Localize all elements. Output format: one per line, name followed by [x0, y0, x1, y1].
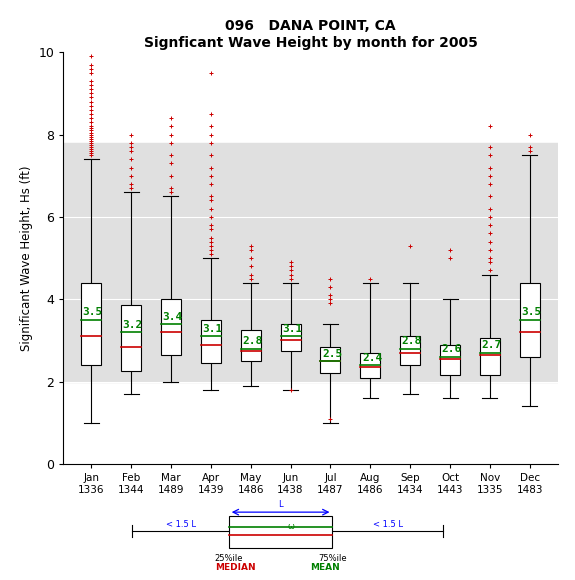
Text: ω: ω [288, 522, 294, 531]
Bar [161, 299, 181, 355]
Bar [229, 516, 332, 548]
Bar [81, 283, 101, 365]
Text: 2.5: 2.5 [322, 349, 342, 358]
Bar [361, 353, 380, 378]
Text: 25%ile: 25%ile [214, 554, 243, 563]
Text: < 1.5 L: < 1.5 L [166, 520, 196, 528]
Text: 75%ile: 75%ile [318, 554, 347, 563]
Bar [241, 330, 260, 361]
Text: L: L [278, 500, 283, 509]
Text: MEAN: MEAN [310, 563, 340, 572]
Bar [320, 347, 340, 374]
Bar [121, 306, 141, 371]
Text: 2.6: 2.6 [442, 345, 462, 354]
Text: 3.5: 3.5 [83, 307, 103, 317]
Text: 3.2: 3.2 [122, 320, 143, 330]
Bar [440, 345, 460, 375]
Text: 3.1: 3.1 [202, 324, 223, 334]
Bar [201, 320, 221, 363]
Y-axis label: Significant Wave Height, Hs (ft): Significant Wave Height, Hs (ft) [20, 165, 33, 351]
Text: < 1.5 L: < 1.5 L [373, 520, 402, 528]
Text: 2.8: 2.8 [402, 336, 422, 346]
Bar [520, 283, 540, 357]
Text: 2.8: 2.8 [242, 336, 263, 346]
Bar [63, 143, 558, 382]
Text: 3.5: 3.5 [522, 307, 542, 317]
Text: MEDIAN: MEDIAN [216, 563, 256, 572]
Title: 096   DANA POINT, CA
Signficant Wave Height by month for 2005: 096 DANA POINT, CA Signficant Wave Heigh… [144, 20, 477, 50]
Bar [281, 324, 301, 351]
Text: 2.7: 2.7 [482, 340, 502, 350]
Text: 3.1: 3.1 [282, 324, 302, 334]
Text: 3.4: 3.4 [163, 311, 183, 321]
Bar [480, 338, 500, 375]
Bar [400, 336, 420, 365]
Text: 2.4: 2.4 [362, 353, 382, 362]
